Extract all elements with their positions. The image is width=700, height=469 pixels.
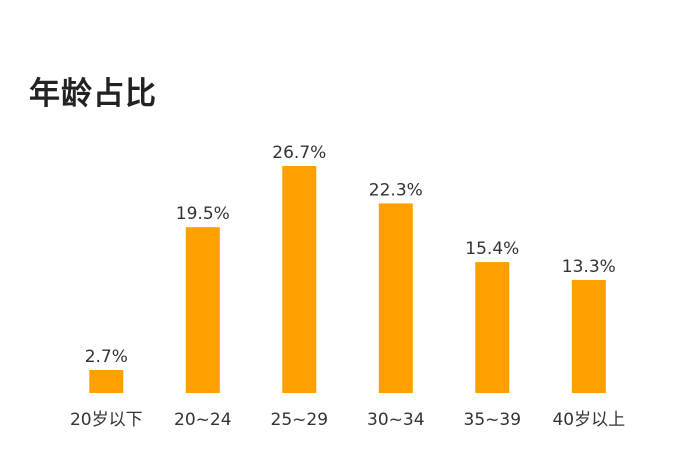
x-tick-label-3: 30~34	[367, 410, 425, 430]
data-label-3: 22.3%	[369, 180, 423, 200]
bar-1	[185, 227, 220, 393]
data-label-0: 2.7%	[85, 347, 128, 367]
data-label-2: 26.7%	[272, 143, 326, 163]
bar-4	[475, 262, 510, 393]
bars-group	[89, 166, 606, 393]
data-labels-group: 2.7% 19.5% 26.7% 22.3% 15.4% 13.3%	[85, 143, 616, 367]
bar-3	[378, 203, 413, 393]
data-label-5: 13.3%	[562, 257, 616, 277]
bar-0	[89, 370, 124, 393]
x-tick-label-2: 25~29	[271, 410, 329, 430]
x-tick-label-4: 35~39	[464, 410, 522, 430]
x-tick-label-0: 20岁以下	[70, 410, 143, 430]
data-label-1: 19.5%	[176, 204, 230, 224]
x-tick-label-5: 40岁以上	[552, 410, 625, 430]
bar-2	[282, 166, 317, 393]
chart-title: 年龄占比	[29, 76, 157, 112]
x-tick-labels-group: 20岁以下 20~24 25~29 30~34 35~39 40岁以上	[70, 410, 625, 430]
data-label-4: 15.4%	[465, 239, 519, 259]
x-tick-label-1: 20~24	[174, 410, 232, 430]
bar-5	[571, 279, 606, 393]
